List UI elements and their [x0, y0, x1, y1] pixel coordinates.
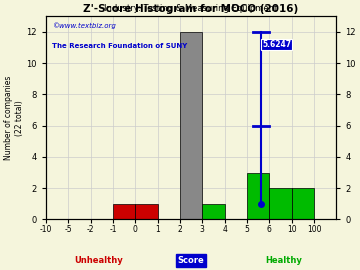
Text: ©www.textbiz.org: ©www.textbiz.org [52, 22, 116, 29]
Bar [135, 204, 158, 220]
Bar [202, 204, 225, 220]
Bar [269, 188, 292, 220]
Bar [113, 204, 135, 220]
Text: Healthy: Healthy [266, 256, 302, 265]
Title: Z'-Score Histogram for MOCO (2016): Z'-Score Histogram for MOCO (2016) [84, 4, 299, 14]
Text: The Research Foundation of SUNY: The Research Foundation of SUNY [52, 43, 187, 49]
Bar [247, 173, 269, 220]
Bar [180, 32, 202, 220]
Text: 5.6247: 5.6247 [262, 40, 291, 49]
Text: Industry: Testing & Measuring Equipment: Industry: Testing & Measuring Equipment [104, 4, 278, 13]
Bar [292, 188, 314, 220]
Y-axis label: Number of companies
(22 total): Number of companies (22 total) [4, 76, 23, 160]
Text: Unhealthy: Unhealthy [74, 256, 122, 265]
Text: Score: Score [178, 256, 204, 265]
